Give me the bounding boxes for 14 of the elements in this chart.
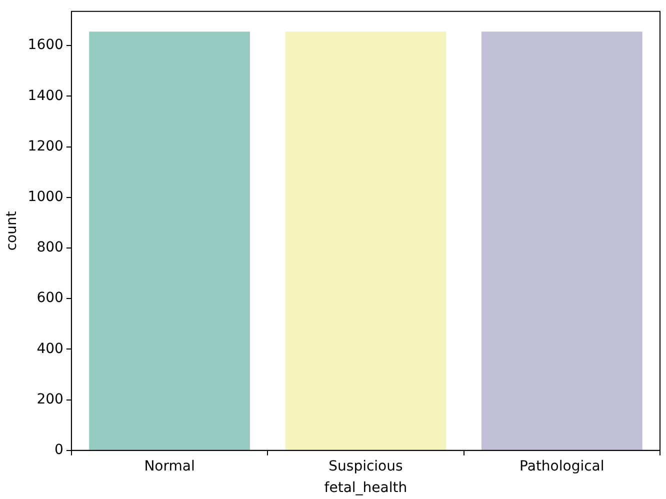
y-axis-title: count (4, 210, 20, 251)
x-tick-label: Suspicious (328, 458, 403, 474)
y-tick-label: 1600 (28, 37, 64, 54)
y-tick-label: 0 (54, 442, 64, 458)
y-tick-label: 1400 (28, 88, 64, 104)
y-tick-label: 600 (36, 290, 64, 306)
x-tick-label: Normal (144, 458, 195, 474)
y-tick-label: 800 (36, 240, 64, 256)
y-tick-label: 400 (36, 340, 64, 357)
x-tick-label: Pathological (520, 458, 604, 474)
x-axis-title: fetal_health (324, 480, 408, 496)
y-tick-label: 1200 (28, 138, 64, 154)
y-tick-label: 200 (36, 391, 64, 408)
y-tick-label: 1000 (28, 189, 64, 206)
